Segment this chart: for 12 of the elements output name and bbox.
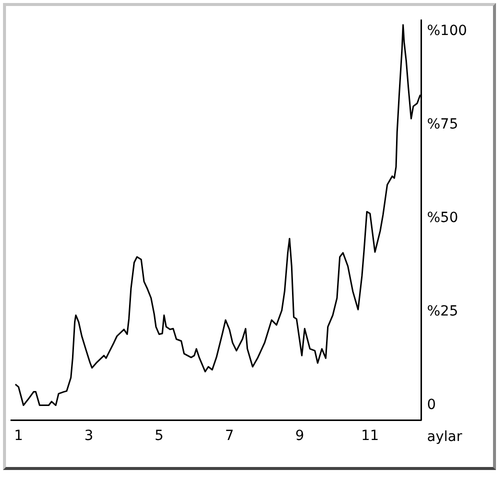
x-tick-label: 9 <box>295 428 304 444</box>
x-tick-label: 1 <box>14 428 23 444</box>
y-tick-label: %100 <box>427 23 468 40</box>
y-tick-label: 0 <box>427 396 436 413</box>
y-tick-label: %75 <box>427 116 458 133</box>
x-tick-label: 5 <box>154 428 164 444</box>
x-tick-label: 11 <box>361 428 379 444</box>
y-tick-label: %50 <box>427 210 458 226</box>
x-axis-title: aylar <box>427 428 462 445</box>
y-tick-label: %25 <box>427 303 458 320</box>
x-tick-label: 3 <box>84 428 94 444</box>
x-tick-label: 7 <box>224 428 234 444</box>
